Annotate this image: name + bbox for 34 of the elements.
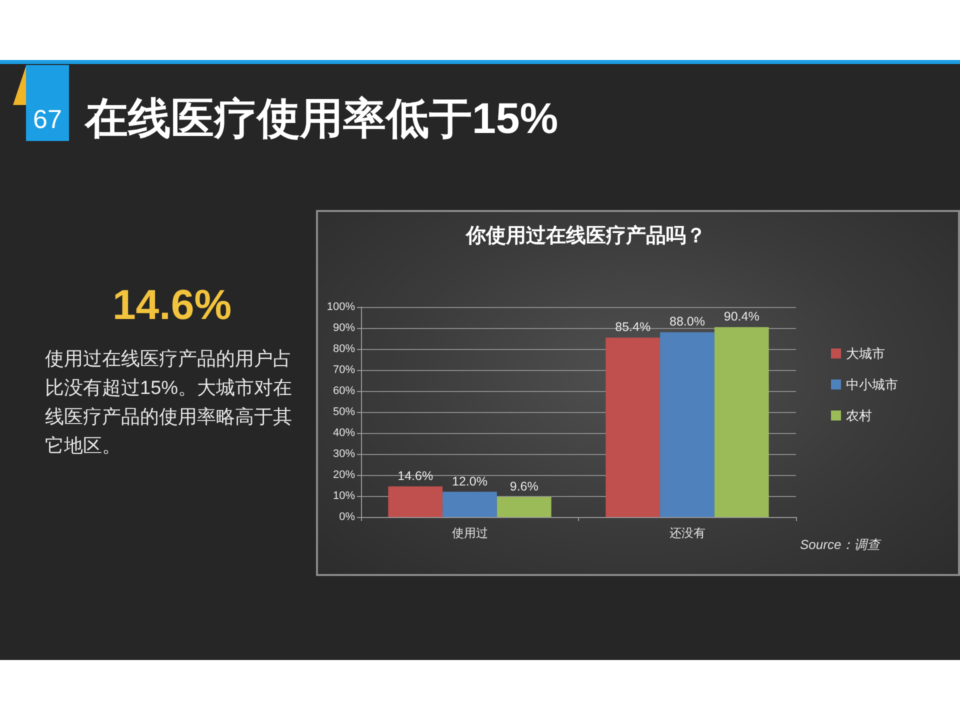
data-label: 14.6% bbox=[398, 468, 434, 483]
y-tick-label: 30% bbox=[332, 448, 356, 460]
y-tick-label: 50% bbox=[332, 406, 356, 418]
text: 使用过在线医疗产品的用户占比没有超过15%。大城市对在线医疗产品的使用率略高于其它地区。 bbox=[45, 348, 294, 459]
data-label: 88.0% bbox=[670, 314, 705, 329]
chart-title: 在线医疗使用率低于15% bbox=[85, 94, 558, 145]
y-tick-label: 10% bbox=[332, 490, 356, 502]
data-label: 9.6% bbox=[510, 479, 538, 494]
bar bbox=[714, 327, 769, 517]
data-label: 90.4% bbox=[724, 310, 760, 324]
legend-label: 大城市 bbox=[846, 346, 885, 361]
legend-label: 农村 bbox=[846, 408, 872, 423]
y-tick-label: 40% bbox=[332, 427, 356, 439]
bar bbox=[660, 332, 714, 517]
y-tick-label: 60% bbox=[332, 385, 356, 397]
data-label: 85.4% bbox=[615, 320, 651, 334]
y-tick-label: 100% bbox=[326, 301, 356, 313]
text: 67 bbox=[32, 103, 63, 136]
text: 14.6% bbox=[111, 280, 233, 330]
source-note: Source：调查 bbox=[800, 536, 880, 554]
x-tick-label: 使用过 bbox=[452, 526, 488, 540]
bar bbox=[442, 492, 497, 517]
data-label: 12.0% bbox=[452, 474, 488, 488]
bar bbox=[496, 496, 552, 517]
x-tick-label: 还没有 bbox=[669, 526, 706, 540]
y-tick-label: 70% bbox=[332, 364, 356, 376]
bar bbox=[388, 486, 443, 517]
y-tick-label: 80% bbox=[332, 343, 356, 355]
bar bbox=[606, 338, 660, 517]
y-tick-label: 0% bbox=[339, 511, 356, 523]
y-tick-label: 90% bbox=[332, 322, 356, 334]
legend-label: 中小城市 bbox=[846, 377, 898, 392]
chart-subtitle: 你使用过在线医疗产品吗？ bbox=[465, 224, 706, 247]
y-tick-label: 20% bbox=[332, 469, 356, 481]
